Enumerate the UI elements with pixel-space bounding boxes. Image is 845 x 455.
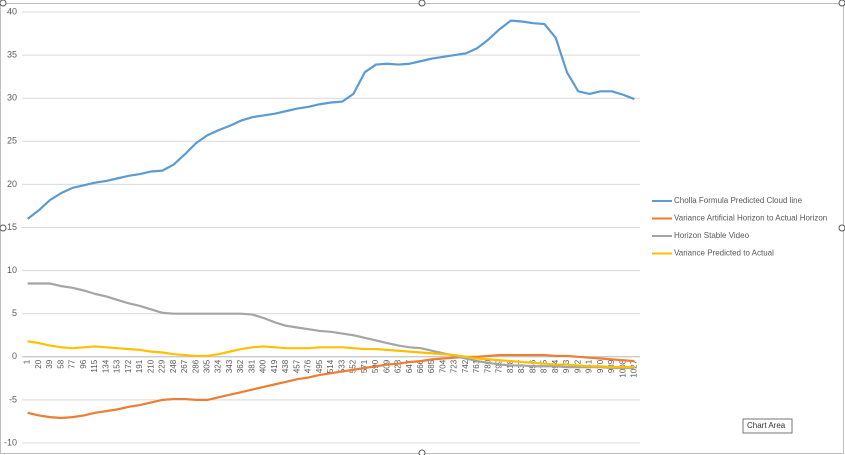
y-tick-label: 40: [7, 6, 17, 16]
legend-label: Variance Predicted to Actual: [674, 249, 774, 258]
x-tick-label: 115: [90, 359, 99, 372]
handle: [838, 224, 845, 232]
x-tick-label: 495: [315, 359, 324, 373]
x-tick-label: 1: [23, 359, 32, 364]
x-tick-label: 666: [416, 359, 425, 373]
x-tick-label: 799: [495, 359, 504, 373]
x-tick-label: 419: [270, 359, 279, 373]
x-tick-label: 552: [349, 359, 358, 373]
x-tick-label: 761: [472, 359, 481, 373]
legend-label: Cholla Formula Predicted Cloud line: [674, 196, 803, 205]
x-tick-label: 457: [292, 359, 301, 373]
x-tick-label: 723: [450, 359, 459, 373]
x-tick-label: 343: [225, 359, 234, 373]
x-tick-label: 438: [281, 359, 290, 373]
x-tick-label: 571: [360, 359, 369, 373]
handle: [838, 0, 845, 7]
x-tick-label: 286: [191, 359, 200, 373]
y-tick-label: 5: [12, 308, 17, 318]
x-tick-label: 172: [124, 359, 133, 373]
x-tick-label: 96: [79, 359, 88, 368]
x-tick-label: 742: [461, 359, 470, 373]
handle: [418, 0, 426, 7]
x-tick-label: 210: [146, 359, 155, 373]
x-tick-label: 476: [304, 359, 313, 373]
series-line: [26, 19, 635, 220]
handle: [0, 0, 7, 7]
x-tick-label: 267: [180, 359, 189, 373]
x-tick-label: 153: [113, 359, 122, 373]
handle: [418, 449, 426, 455]
x-tick-label: 58: [56, 359, 65, 368]
y-tick-label: -5: [9, 394, 17, 404]
x-tick-label: 20: [34, 359, 43, 368]
x-tick-label: 533: [337, 359, 346, 373]
series-line: [27, 353, 635, 420]
x-tick-label: 134: [101, 359, 110, 373]
x-tick-label: 248: [169, 359, 178, 373]
x-tick-label: 647: [405, 359, 414, 373]
y-tick-label: 25: [7, 136, 17, 146]
y-tick-label: -10: [4, 437, 17, 447]
x-tick-label: 628: [394, 359, 403, 373]
series-line: [27, 340, 635, 369]
legend-label: Variance Artificial Horizon to Actual Ho…: [674, 214, 827, 223]
x-tick-label: 39: [45, 359, 54, 368]
x-tick-label: 780: [483, 359, 492, 373]
x-tick-label: 609: [382, 359, 391, 373]
y-tick-label: 20: [7, 179, 17, 189]
x-tick-label: 514: [326, 359, 335, 373]
x-tick-label: 381: [247, 359, 256, 373]
y-tick-label: 0: [12, 351, 17, 361]
x-tick-label: 704: [438, 359, 447, 373]
y-tick-label: 30: [7, 93, 17, 103]
handle: [0, 224, 7, 232]
x-tick-label: 229: [158, 359, 167, 373]
x-tick-label: 77: [68, 359, 77, 368]
x-tick-label: 324: [214, 359, 223, 373]
x-tick-label: 362: [236, 359, 245, 373]
x-tick-label: 305: [203, 359, 212, 373]
tooltip-box: [742, 418, 793, 434]
tooltip: Chart Area: [747, 421, 786, 430]
legend-label: Horizon Stable Video: [674, 231, 750, 240]
x-tick-label: 400: [259, 359, 268, 373]
y-tick-label: 35: [7, 49, 17, 59]
series-line: [27, 282, 635, 370]
x-tick-label: 191: [135, 359, 144, 373]
y-tick-label: 15: [7, 222, 17, 232]
x-tick-label: 685: [427, 359, 436, 373]
y-tick-label: 10: [7, 265, 17, 275]
chart-area: [0, 3, 844, 454]
